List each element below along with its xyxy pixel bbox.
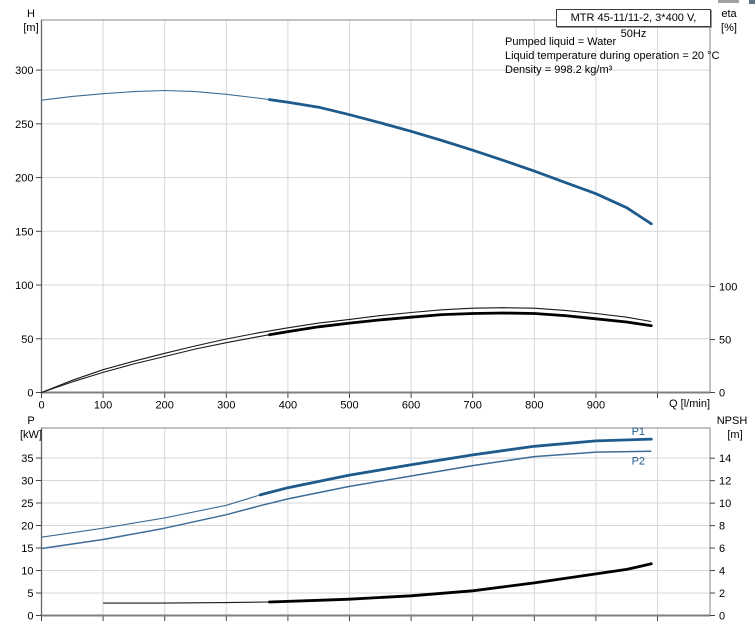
x-tick-label: 300: [217, 400, 235, 412]
info-density: Density = 998.2 kg/m³: [505, 64, 613, 76]
right-tick-label: 0: [719, 611, 725, 623]
x-tick-label: 400: [279, 400, 297, 412]
left-tick-label: 30: [21, 476, 33, 488]
right-tick-label: 50: [719, 335, 731, 347]
h-axis-title: H: [27, 8, 35, 20]
right-tick-label: 14: [719, 453, 731, 465]
left-tick-label: 25: [21, 498, 33, 510]
curve-label-P1: P1: [632, 426, 645, 438]
x-tick-label: 500: [340, 400, 358, 412]
right-tick-label: 100: [719, 282, 737, 294]
left-tick-label: 300: [15, 65, 33, 77]
P2-curve: [41, 450, 652, 550]
eta-lower-curve-thin: [41, 334, 270, 394]
right-tick-label: 2: [719, 588, 725, 600]
right-tick-label: 10: [719, 498, 731, 510]
right-tick-label: 0: [719, 388, 725, 400]
left-tick-label: 0: [27, 611, 33, 623]
x-tick-label: 200: [156, 400, 174, 412]
left-tick-label: 35: [21, 453, 33, 465]
x-tick-label: 0: [38, 400, 44, 412]
q-axis-label: Q [l/min]: [669, 398, 710, 410]
left-tick-label: 10: [21, 566, 33, 578]
curve-label-P2: P2: [632, 455, 645, 467]
eta-upper-curve: [41, 307, 652, 394]
x-tick-label: 900: [587, 400, 605, 412]
left-tick-label: 20: [21, 521, 33, 533]
right-tick-label: 6: [719, 543, 725, 555]
liquid-info-block: Pumped liquid = Water Liquid temperature…: [505, 35, 719, 77]
H-Q-curve-thin: [41, 89, 270, 101]
npsh-axis-unit: [m]: [727, 429, 743, 441]
right-tick-label: 8: [719, 521, 725, 533]
right-tick-label: 12: [719, 476, 731, 488]
x-tick-label: 700: [464, 400, 482, 412]
info-pumped-liquid: Pumped liquid = Water: [505, 36, 617, 48]
NPSH-curve-thick: [267, 562, 653, 604]
eta-lower-curve-thick: [267, 311, 653, 337]
left-tick-label: 250: [15, 119, 33, 131]
eta-axis-unit: [%]: [721, 22, 737, 34]
left-tick-label: 150: [15, 226, 33, 238]
clipped-toolbar-button-icon: [749, 0, 755, 4]
right-tick-label: 4: [719, 566, 725, 578]
pump-type-title-box: MTR 45-11/11-2, 3*400 V, 50Hz: [556, 9, 711, 40]
left-tick-label: 100: [15, 280, 33, 292]
P1-curve-thin: [41, 494, 261, 538]
eta-axis-title: eta: [721, 8, 737, 20]
H-Q-curve-thick: [267, 98, 653, 226]
left-tick-label: 200: [15, 173, 33, 185]
x-tick-label: 100: [94, 400, 112, 412]
left-tick-label: 50: [21, 334, 33, 346]
left-tick-label: 5: [27, 588, 33, 600]
P1-curve-thick: [258, 437, 653, 497]
info-liquid-temperature: Liquid temperature during operation = 20…: [505, 50, 720, 62]
x-tick-label: 600: [402, 400, 420, 412]
left-tick-label: 15: [21, 543, 33, 555]
p-axis-title: P: [27, 415, 35, 427]
p-axis-unit: [kW]: [20, 429, 42, 441]
npsh-axis-title: NPSH: [716, 415, 748, 427]
NPSH-curve-thin: [103, 601, 270, 604]
x-tick-label: 800: [525, 400, 543, 412]
h-axis-unit: [m]: [23, 22, 39, 34]
left-tick-label: 0: [27, 388, 33, 400]
clipped-toolbar-icon: [718, 0, 739, 3]
